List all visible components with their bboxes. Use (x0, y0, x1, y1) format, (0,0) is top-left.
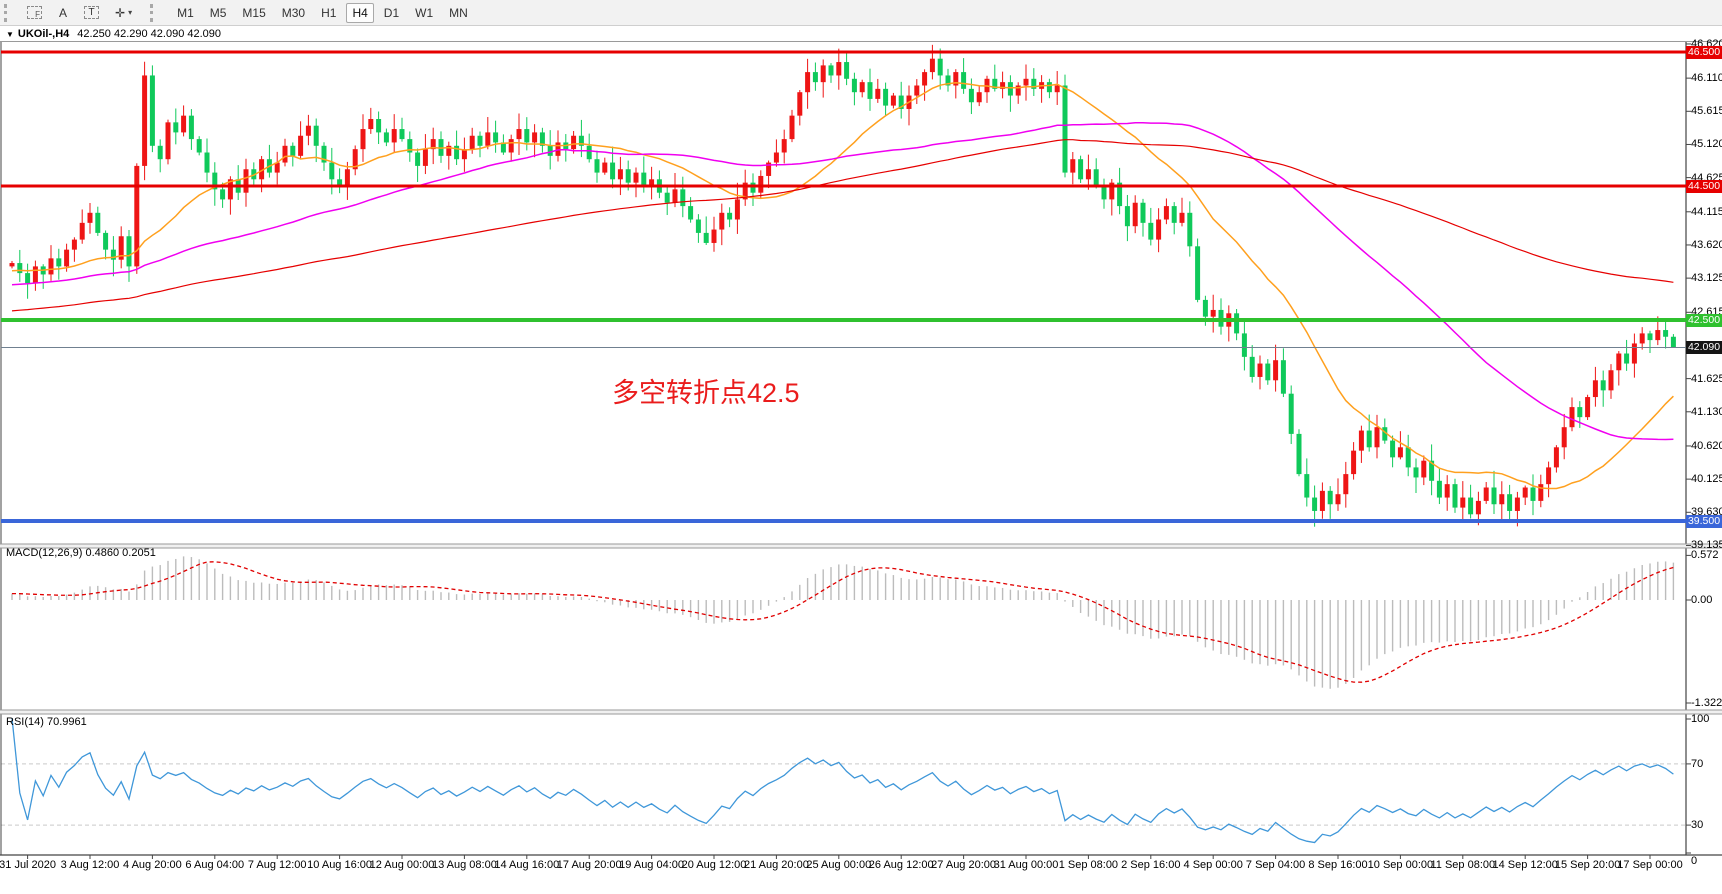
timeframe-group: M1 M5 M15 M30 H1 H4 D1 W1 MN (169, 2, 476, 23)
y-axis-tick-label: 40.620 (1691, 439, 1722, 452)
macd-panel (11, 556, 1675, 689)
price-badge: 42.500 (1686, 313, 1722, 327)
text-box-icon: T (84, 6, 99, 19)
y-axis-tick-label: 41.625 (1691, 372, 1722, 385)
x-axis-date-label: 11 Sep 08:00 (1430, 859, 1496, 871)
timeframe-button-d1[interactable]: D1 (378, 3, 405, 23)
text-label-icon: A (58, 5, 67, 20)
timeframe-button-w1[interactable]: W1 (409, 3, 439, 23)
y-axis-tick-label: 43.620 (1691, 238, 1722, 251)
macd-axis-tick-label: 0.572 (1691, 549, 1719, 562)
x-axis-date-label: 17 Sep 00:00 (1617, 859, 1683, 871)
text-box-tool-button[interactable]: T (78, 3, 105, 23)
x-axis-date-label: 2 Sep 16:00 (1121, 859, 1181, 871)
x-axis-date-label: 19 Aug 04:00 (619, 859, 685, 871)
y-axis-tick-label: 41.130 (1691, 405, 1722, 418)
x-axis-date-label: 12 Aug 00:00 (369, 859, 435, 871)
x-axis-date-label: 31 Aug 00:00 (993, 859, 1059, 871)
price-badge: 44.500 (1686, 179, 1722, 193)
toolbar: F A T ✛ ▾ M1 M5 M15 M30 H1 H4 D1 W1 MN (0, 0, 1722, 26)
x-axis-date-label: 8 Sep 16:00 (1308, 859, 1368, 871)
pointer-tool-button[interactable]: F (21, 3, 48, 23)
x-axis-date-label: 21 Aug 20:00 (743, 859, 809, 871)
timeframe-button-m5[interactable]: M5 (204, 3, 233, 23)
rsi-axis-tick-label: 100 (1691, 713, 1710, 725)
toolbar-drag-handle[interactable] (4, 3, 13, 22)
text-label-tool-button[interactable]: A (52, 3, 74, 23)
chart-title-strip: ▼ UKOil-,H4 42.250 42.290 42.090 42.090 (0, 27, 1722, 41)
symbol-dropdown-icon[interactable]: ▼ (6, 29, 14, 39)
y-axis-tick-label: 40.125 (1691, 473, 1722, 486)
timeframe-button-m1[interactable]: M1 (171, 3, 200, 23)
x-axis-date-label: 17 Aug 20:00 (556, 859, 622, 871)
timeframe-button-mn[interactable]: MN (443, 3, 474, 23)
y-axis-tick-label: 44.115 (1691, 205, 1722, 218)
drawing-tool-icon: ✛ (115, 5, 126, 20)
x-axis-date-label: 25 Aug 00:00 (806, 859, 872, 871)
timeframe-button-h4[interactable]: H4 (346, 2, 374, 23)
x-axis-date-label: 14 Aug 16:00 (494, 859, 560, 871)
x-axis-date-label: 26 Aug 12:00 (868, 859, 934, 871)
rsi-axis-tick-label: 70 (1691, 757, 1704, 770)
chart-text-annotation[interactable]: 多空转折点42.5 (612, 378, 800, 408)
x-axis-date-label: 20 Aug 12:00 (681, 859, 747, 871)
x-axis-date-label: 4 Aug 20:00 (123, 859, 182, 871)
y-axis-tick-label: 39.135 (1691, 539, 1722, 552)
y-axis-tick-label: 45.120 (1691, 138, 1722, 151)
candles-series (9, 44, 1676, 527)
y-axis-tick-label: 43.125 (1691, 272, 1722, 285)
x-axis-date-label: 13 Aug 08:00 (431, 859, 497, 871)
price-badge: 39.500 (1686, 514, 1722, 528)
x-axis-date-label: 3 Aug 12:00 (60, 859, 120, 871)
pointer-icon: F (27, 6, 42, 19)
ma-slow-red-line (11, 139, 1674, 312)
symbol-timeframe-label: UKOil-,H4 (17, 28, 70, 40)
y-axis-tick-label: 45.615 (1691, 105, 1722, 118)
timeframe-button-h1[interactable]: H1 (315, 3, 342, 23)
macd-axis-tick-label: 0.00 (1691, 594, 1713, 606)
x-axis-date-label: 31 Jul 2020 (0, 859, 57, 871)
ohlc-values: 42.250 42.290 42.090 42.090 (77, 28, 222, 40)
x-axis-date-label: 7 Aug 12:00 (247, 859, 307, 871)
x-axis-date-label: 6 Aug 04:00 (185, 859, 245, 871)
timeframe-button-m15[interactable]: M15 (236, 3, 271, 23)
rsi-axis-tick-label: 0 (1691, 855, 1698, 867)
x-axis-date-label: 1 Sep 08:00 (1058, 859, 1119, 871)
x-axis-date-label: 14 Sep 12:00 (1492, 859, 1558, 871)
y-axis-tick-label: 46.110 (1691, 72, 1722, 85)
macd-panel-label: MACD(12,26,9) 0.4860 0.2051 (6, 547, 156, 559)
rsi-line (11, 717, 1674, 844)
x-axis-date-label: 4 Sep 00:00 (1183, 859, 1243, 871)
rsi-panel (1, 717, 1685, 844)
x-axis-date-label: 27 Aug 20:00 (931, 859, 997, 871)
rsi-axis-tick-label: 30 (1691, 819, 1704, 832)
x-axis-date-label: 10 Aug 16:00 (307, 859, 373, 871)
price-badge: 46.500 (1686, 45, 1722, 59)
toolbar-separator (150, 3, 159, 22)
timeframe-button-m30[interactable]: M30 (276, 3, 311, 23)
chevron-down-icon: ▾ (128, 8, 133, 17)
ma-medium-magenta-line (11, 121, 1674, 441)
x-axis-date-label: 10 Sep 00:00 (1367, 859, 1434, 871)
drawing-tool-button[interactable]: ✛ ▾ (109, 3, 138, 23)
x-axis-date-label: 7 Sep 04:00 (1245, 859, 1306, 871)
ma-fast-orange-line (11, 81, 1674, 490)
price-badge: 42.090 (1686, 340, 1722, 354)
x-axis-date-label: 15 Sep 20:00 (1554, 859, 1621, 871)
main-price-panel (9, 44, 1676, 527)
rsi-panel-label: RSI(14) 70.9961 (6, 716, 87, 728)
